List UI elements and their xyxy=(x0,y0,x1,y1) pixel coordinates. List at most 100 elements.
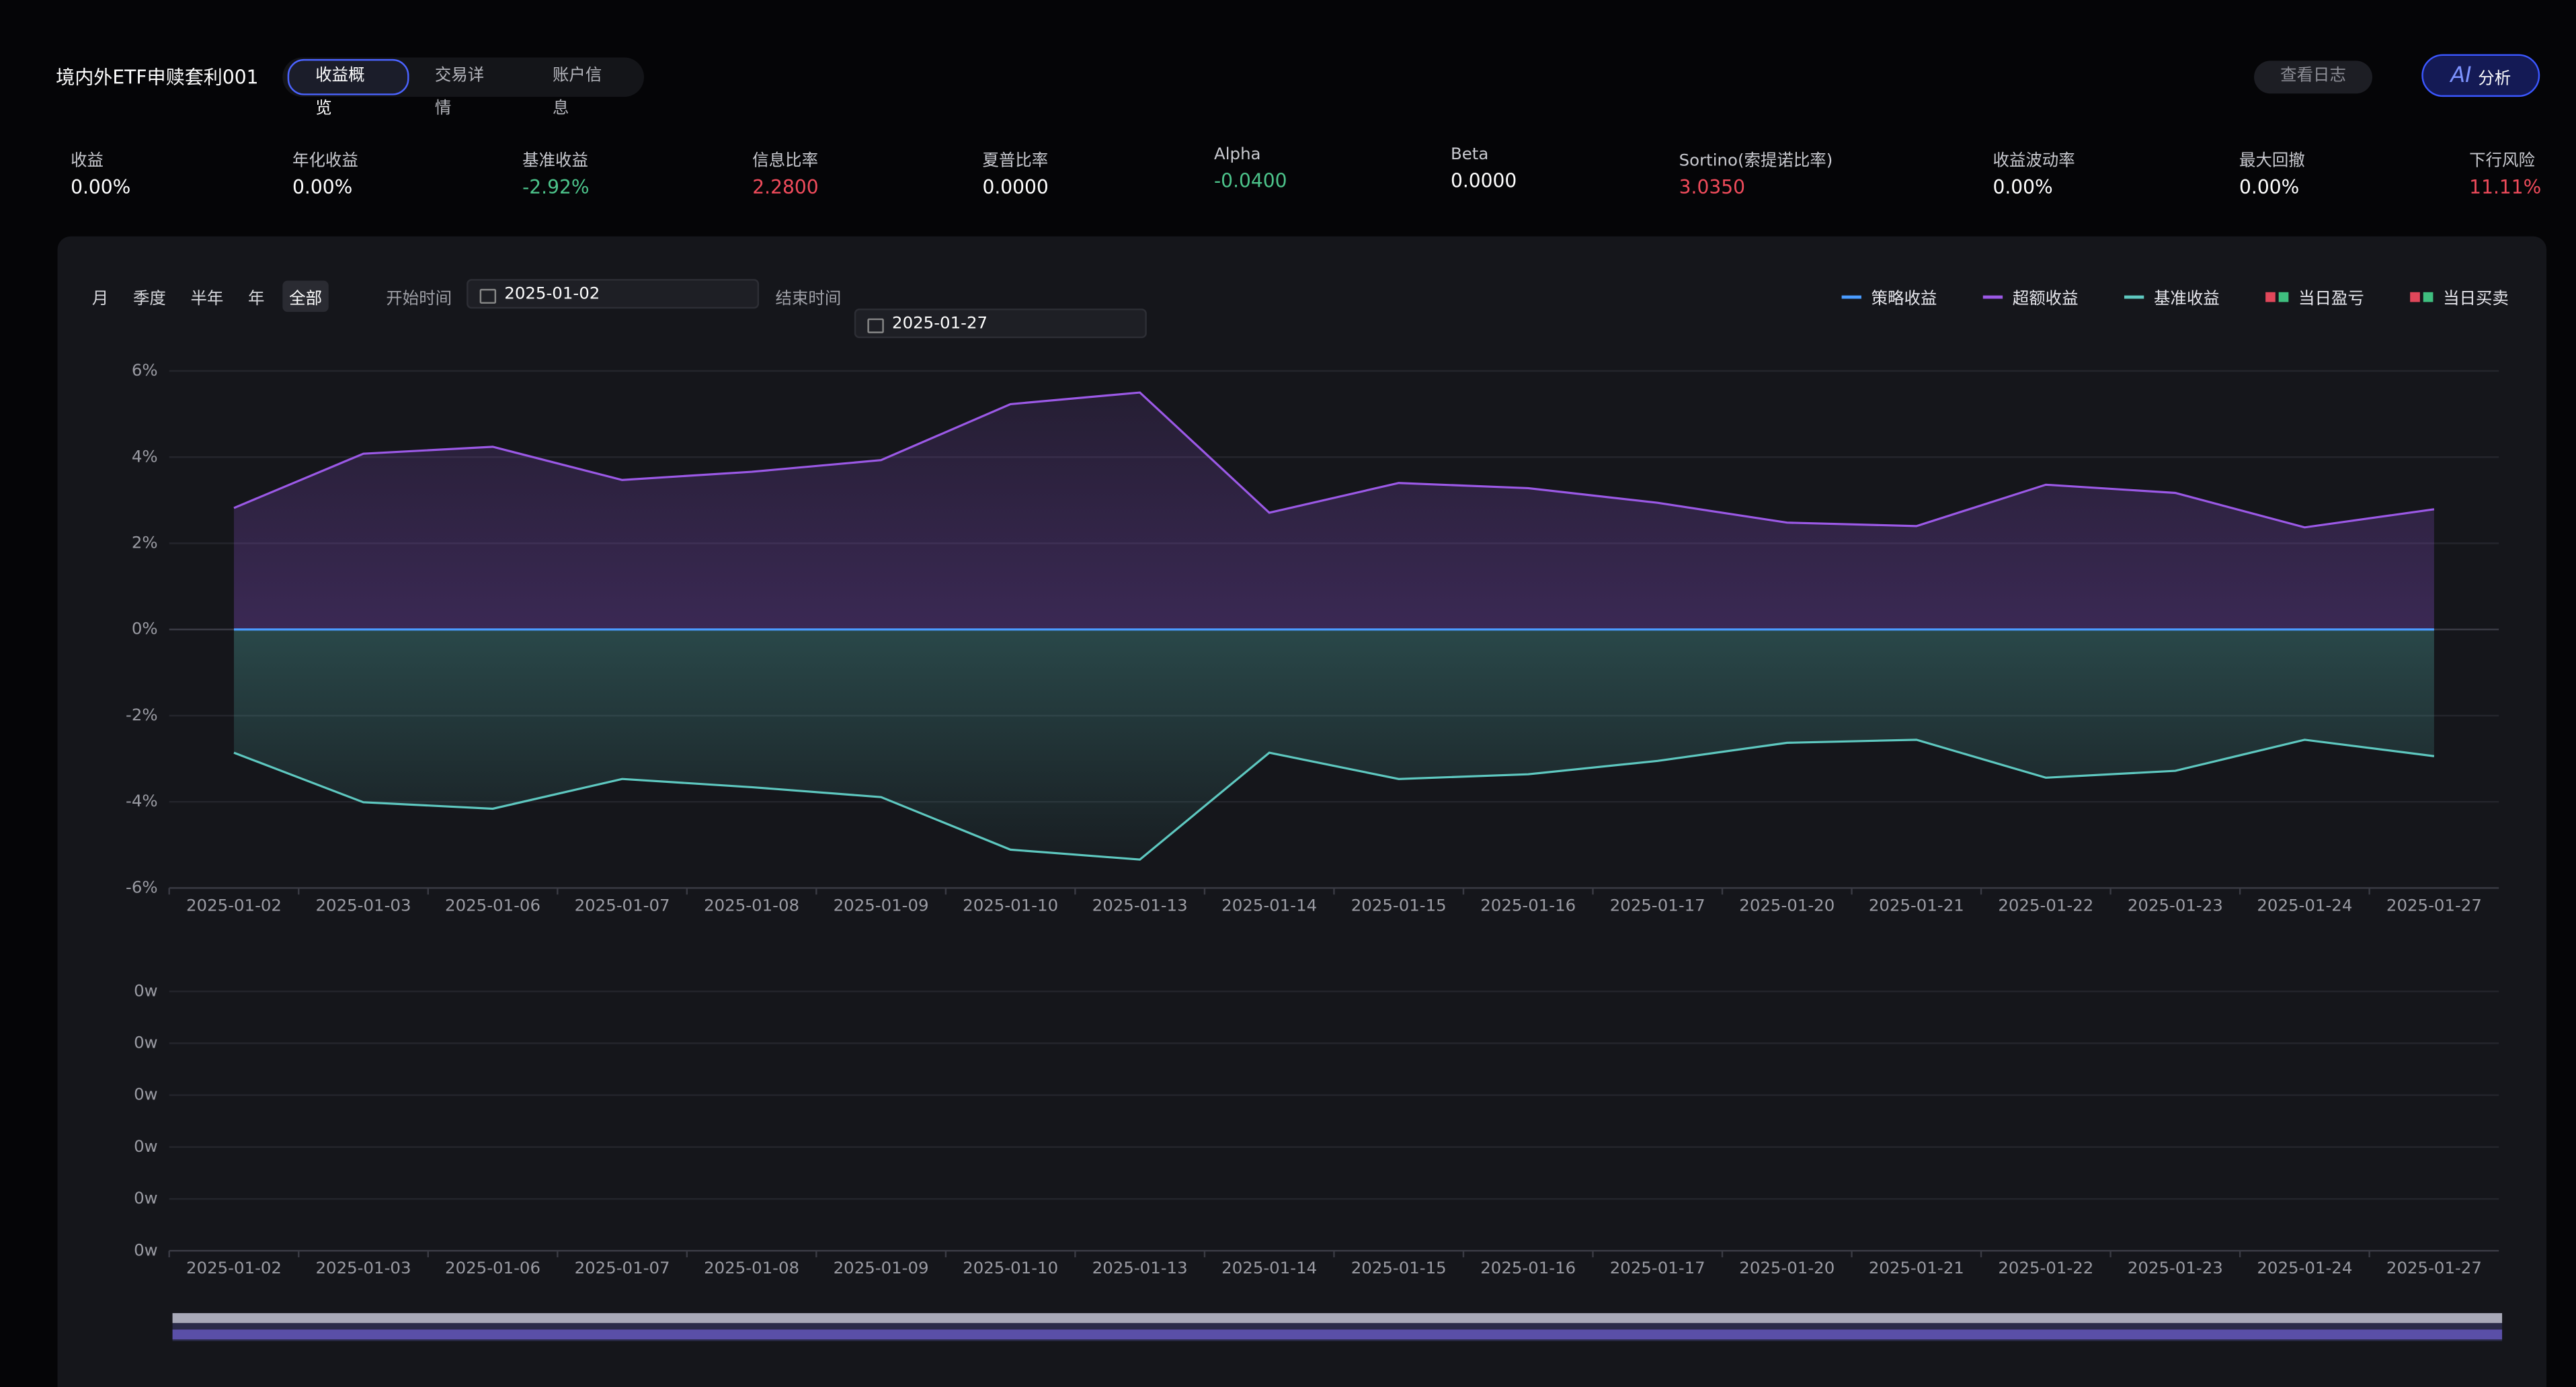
x-tick-label: 2025-01-07 xyxy=(575,895,670,915)
x-tick-label: 2025-01-09 xyxy=(834,895,929,915)
x-tick-label: 2025-01-23 xyxy=(2128,1258,2223,1277)
x-tick-label: 2025-01-15 xyxy=(1351,895,1447,915)
metric: 夏普比率 0.0000 xyxy=(982,146,1048,198)
metric: Beta 0.0000 xyxy=(1451,146,1517,192)
tab[interactable]: 账户信息 xyxy=(552,67,602,118)
metric-value: 11.11% xyxy=(2469,175,2542,199)
legend-square xyxy=(2410,291,2420,302)
y-tick-label: 0% xyxy=(132,619,158,638)
metric-value: 3.0350 xyxy=(1679,175,1746,199)
x-tick-label: 2025-01-06 xyxy=(445,895,540,915)
x-tick-label: 2025-01-09 xyxy=(834,1258,929,1277)
period-button[interactable]: 月 xyxy=(91,290,109,309)
metric-value: 0.00% xyxy=(292,175,353,199)
y-tick-label: 0w xyxy=(134,1188,158,1208)
metric-value: 0.0000 xyxy=(982,175,1049,199)
x-tick-label: 2025-01-10 xyxy=(963,895,1058,915)
x-tick-label: 2025-01-13 xyxy=(1092,1258,1188,1277)
legend-square xyxy=(2265,291,2276,302)
metric: 年化收益 0.00% xyxy=(292,146,358,198)
x-tick-label: 2025-01-03 xyxy=(316,1258,411,1277)
x-tick-label: 2025-01-24 xyxy=(2257,1258,2352,1277)
strategy-title: 境内外ETF申赎套利001 xyxy=(56,65,259,89)
x-tick-label: 2025-01-23 xyxy=(2128,895,2223,915)
metric-label: 信息比率 xyxy=(752,153,819,171)
metric: 信息比率 2.2800 xyxy=(752,146,818,198)
legend-item[interactable]: 当日盈亏 xyxy=(2265,284,2364,309)
legend-label: 当日买卖 xyxy=(2443,290,2509,309)
x-tick-label: 2025-01-03 xyxy=(316,895,411,915)
period-selector: 月 季度 半年 年全部 xyxy=(85,280,329,312)
period-button[interactable]: 季度 xyxy=(132,290,166,309)
x-tick-label: 2025-01-17 xyxy=(1610,895,1705,915)
y-tick-label: -4% xyxy=(126,791,158,810)
zoom-fill xyxy=(172,1329,2503,1340)
x-tick-label: 2025-01-14 xyxy=(1221,1258,1317,1277)
legend-item[interactable]: 策略收益 xyxy=(1841,284,1937,309)
period-button[interactable]: 年 xyxy=(248,290,265,309)
metric-label: 年化收益 xyxy=(292,153,358,171)
metric-label: 收益 xyxy=(71,153,104,171)
legend-label: 策略收益 xyxy=(1871,290,1937,309)
legend-item[interactable]: 超额收益 xyxy=(1982,284,2079,308)
x-tick-label: 2025-01-15 xyxy=(1351,1258,1447,1277)
y-tick-label: 0w xyxy=(134,1240,158,1259)
x-tick-label: 2025-01-21 xyxy=(1869,1258,1964,1277)
start-label: 开始时间 xyxy=(386,290,452,309)
x-tick-label: 2025-01-27 xyxy=(2386,1258,2482,1277)
y-tick-label: -6% xyxy=(126,877,158,896)
ai-button[interactable]: AI 分析 xyxy=(2421,54,2540,97)
y-tick-label: 0w xyxy=(134,1033,158,1052)
legend-label: 基准收益 xyxy=(2153,290,2220,309)
x-tick-label: 2025-01-14 xyxy=(1221,895,1317,915)
legend-label: 当日盈亏 xyxy=(2298,290,2364,309)
x-tick-label: 2025-01-21 xyxy=(1869,895,1964,915)
ai-icon: AI xyxy=(2450,63,2472,88)
end-date[interactable]: 2025-01-27 xyxy=(854,308,1147,339)
legend: 策略收益 超额收益 基准收益 当日盈亏 当日买卖 xyxy=(1841,284,2509,309)
line xyxy=(233,391,2435,529)
x-tick-label: 2025-01-07 xyxy=(575,1258,670,1277)
legend-line xyxy=(1841,294,1861,298)
x-tick-label: 2025-01-27 xyxy=(2386,895,2482,915)
y-tick-label: -2% xyxy=(126,705,158,724)
metric-value: -2.92% xyxy=(522,175,590,199)
metric-label: 最大回撤 xyxy=(2239,153,2305,171)
tab[interactable]: 收益概览 xyxy=(287,58,409,118)
metric-label: 收益波动率 xyxy=(1993,153,2075,171)
x-tick-label: 2025-01-08 xyxy=(704,1258,799,1277)
start-date[interactable]: 2025-01-02 xyxy=(467,279,760,309)
legend-item[interactable]: 当日买卖 xyxy=(2410,284,2509,309)
metric-value: -0.0400 xyxy=(1214,169,1287,192)
metric-label: Alpha xyxy=(1214,146,1261,165)
period-button[interactable]: 半年 xyxy=(190,290,224,309)
metric-value: 2.2800 xyxy=(752,175,819,199)
x-tick-label: 2025-01-02 xyxy=(186,895,282,915)
x-tick-label: 2025-01-13 xyxy=(1092,895,1188,915)
tab[interactable]: 交易详情 xyxy=(434,67,485,118)
x-tick-label: 2025-01-16 xyxy=(1480,895,1576,915)
legend-item[interactable]: 基准收益 xyxy=(2124,284,2220,309)
ai-label: 分析 xyxy=(2478,69,2511,88)
metric-label: Beta xyxy=(1450,146,1489,165)
x-tick-label: 2025-01-10 xyxy=(963,1258,1058,1277)
x-tick-label: 2025-01-08 xyxy=(704,895,799,915)
metric-label: 基准收益 xyxy=(522,153,588,171)
end-label: 结束时间 xyxy=(775,290,842,309)
y-tick-label: 4% xyxy=(132,446,158,466)
legend-swatch xyxy=(2265,291,2289,302)
metric: Alpha -0.0400 xyxy=(1214,146,1287,192)
period-button[interactable]: 全部 xyxy=(282,280,329,312)
x-tick-label: 2025-01-17 xyxy=(1610,1258,1705,1277)
y-tick-label: 0w xyxy=(134,980,158,1000)
log-button[interactable]: 查看日志 xyxy=(2254,60,2372,94)
legend-square xyxy=(2423,291,2433,302)
x-tick-label: 2025-01-16 xyxy=(1480,1258,1576,1277)
metric: 收益波动率 0.00% xyxy=(1993,146,2075,198)
y-tick-label: 2% xyxy=(132,533,158,552)
x-tick-label: 2025-01-20 xyxy=(1739,895,1835,915)
legend-line xyxy=(1982,294,2003,298)
y-tick-label: 0w xyxy=(134,1136,158,1156)
